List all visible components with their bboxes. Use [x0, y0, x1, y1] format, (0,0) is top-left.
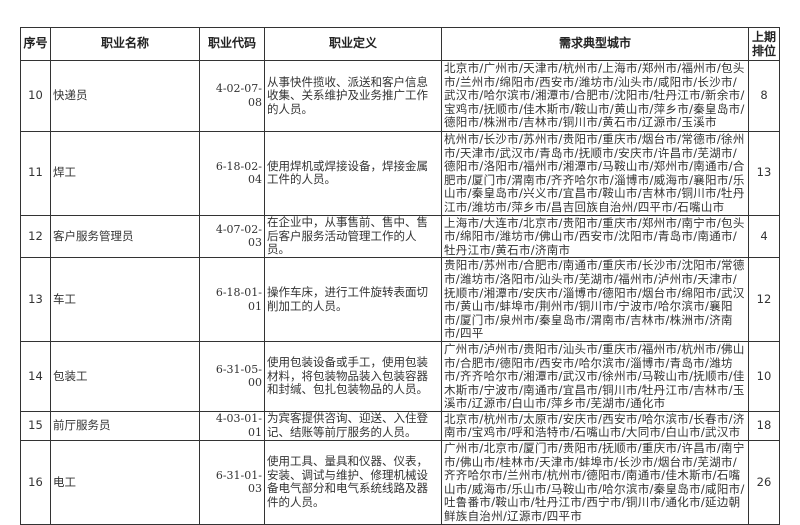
table-row: 10 快递员 4-02-07-08 从事快件揽收、派送和客户信息收集、关系维护及业务推… — [20, 60, 780, 132]
row-number: 11 — [20, 131, 51, 216]
table-row: 11 焊工 6-18-02-04 使用焊机或焊接设备，焊接金属工件的人员。 杭州市/长沙… — [20, 131, 780, 216]
typical-cities: 贵阳市/苏州市/合肥市/南通市/重庆市/长沙市/沈阳市/常德市/潍坊市/洛阳市/… — [441, 257, 749, 342]
previous-rank: 13 — [748, 131, 780, 216]
row-number: 16 — [20, 440, 51, 525]
occupation-definition: 从事快件揽收、派送和客户信息收集、关系维护及业务推广工作的人员。 — [264, 60, 442, 132]
occupation-definition: 使用工具、量具和仪器、仪表，安装、调试与维护、修理机械设备电气部分和电气系统线路… — [264, 440, 442, 525]
header-rank: 上期排位 — [748, 27, 780, 61]
occupation-name: 焊工 — [50, 131, 200, 216]
occupation-name: 快递员 — [50, 60, 200, 132]
row-number: 15 — [20, 410, 51, 442]
table-header-row: 序号 职业名称 职业代码 职业定义 需求典型城市 上期排位 — [20, 27, 780, 61]
previous-rank: 12 — [748, 257, 780, 342]
previous-rank: 18 — [748, 410, 780, 442]
header-code: 职业代码 — [199, 27, 265, 61]
occupation-name: 车工 — [50, 257, 200, 342]
occupation-code: 6-31-01-03 — [199, 440, 265, 525]
occupation-code: 6-18-01-01 — [199, 257, 265, 342]
row-number: 12 — [20, 214, 51, 259]
typical-cities: 北京市/杭州市/太原市/安庆市/西安市/哈尔滨市/长春市/济南市/宝鸡市/呼和浩… — [441, 410, 749, 442]
table-row: 16 电工 6-31-01-03 使用工具、量具和仪器、仪表，安装、调试与维护、修理机… — [20, 440, 780, 525]
occupation-definition: 使用包装设备或手工，使用包装材料，将包装物品装入包装容器和封缄、包扎包装物品的人… — [264, 340, 442, 412]
header-definition: 职业定义 — [264, 27, 442, 61]
typical-cities: 广州市/泸州市/贵阳市/汕头市/重庆市/福州市/杭州市/佛山市/合肥市/德阳市/… — [441, 340, 749, 412]
typical-cities: 上海市/大连市/北京市/贵阳市/重庆市/郑州市/南宁市/包头市/绵阳市/潍坊市/… — [441, 214, 749, 259]
occupation-definition: 使用焊机或焊接设备，焊接金属工件的人员。 — [264, 131, 442, 216]
occupation-code: 4-03-01-01 — [199, 410, 265, 442]
occupation-definition: 操作车床，进行工件旋转表面切削加工的人员。 — [264, 257, 442, 342]
typical-cities: 广州市/北京市/厦门市/贵阳市/抚顺市/重庆市/许昌市/南宁市/佛山市/桂林市/… — [441, 440, 749, 525]
row-number: 10 — [20, 60, 51, 132]
table-row: 12 客户服务管理员 4-07-02-03 在企业中，从事售前、售中、售后客户服务活动… — [20, 214, 780, 259]
header-name: 职业名称 — [50, 27, 200, 61]
table-row: 13 车工 6-18-01-01 操作车床，进行工件旋转表面切削加工的人员。 贵阳市/苏… — [20, 257, 780, 342]
occupation-code: 4-02-07-08 — [199, 60, 265, 132]
previous-rank: 26 — [748, 440, 780, 525]
typical-cities: 北京市/广州市/天津市/杭州市/上海市/郑州市/福州市/包头市/兰州市/绵阳市/… — [441, 60, 749, 132]
occupation-name: 包装工 — [50, 340, 200, 412]
table-row: 15 前厅服务员 4-03-01-01 为宾客提供咨询、迎送、入住登记、结账等前厅服务… — [20, 410, 780, 442]
occupation-demand-table: 序号 职业名称 职业代码 职业定义 需求典型城市 上期排位 10 快递员 4-02-… — [20, 27, 780, 525]
row-number: 13 — [20, 257, 51, 342]
occupation-name: 前厅服务员 — [50, 410, 200, 442]
occupation-definition: 在企业中，从事售前、售中、售后客户服务活动管理工作的人员。 — [264, 214, 442, 259]
occupation-name: 客户服务管理员 — [50, 214, 200, 259]
header-no: 序号 — [20, 27, 51, 61]
typical-cities: 杭州市/长沙市/苏州市/贵阳市/重庆市/烟台市/常德市/徐州市/天津市/武汉市/… — [441, 131, 749, 216]
occupation-definition: 为宾客提供咨询、迎送、入住登记、结账等前厅服务的人员。 — [264, 410, 442, 442]
header-cities: 需求典型城市 — [441, 27, 749, 61]
occupation-code: 4-07-02-03 — [199, 214, 265, 259]
previous-rank: 8 — [748, 60, 780, 132]
previous-rank: 10 — [748, 340, 780, 412]
table-row: 14 包装工 6-31-05-00 使用包装设备或手工，使用包装材料，将包装物品装入包… — [20, 340, 780, 412]
occupation-code: 6-18-02-04 — [199, 131, 265, 216]
occupation-name: 电工 — [50, 440, 200, 525]
previous-rank: 4 — [748, 214, 780, 259]
row-number: 14 — [20, 340, 51, 412]
occupation-code: 6-31-05-00 — [199, 340, 265, 412]
